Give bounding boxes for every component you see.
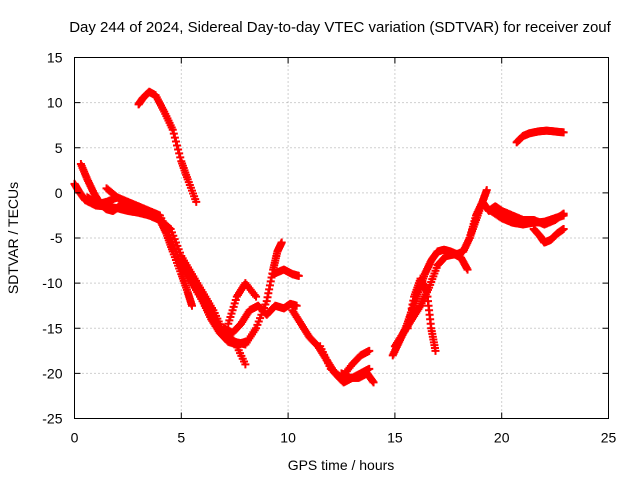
data-point bbox=[559, 211, 568, 220]
y-tick-label: -25 bbox=[42, 411, 62, 427]
data-point bbox=[168, 125, 177, 134]
series-track-o bbox=[390, 250, 472, 351]
series-track-p bbox=[403, 274, 440, 355]
y-tick-label: 0 bbox=[55, 185, 63, 201]
chart-title: Day 244 of 2024, Sidereal Day-to-day VTE… bbox=[69, 19, 611, 36]
x-tick-label: 20 bbox=[494, 430, 510, 446]
x-tick-label: 25 bbox=[601, 430, 617, 446]
x-tick-label: 0 bbox=[71, 430, 79, 446]
series-track-e bbox=[134, 87, 201, 206]
series-track-g bbox=[198, 297, 250, 349]
x-tick-label: 10 bbox=[280, 430, 296, 446]
data-point bbox=[559, 224, 568, 233]
data-point bbox=[176, 153, 185, 162]
data-point bbox=[365, 364, 374, 373]
series-track-r bbox=[487, 206, 568, 229]
data-point bbox=[463, 265, 472, 274]
data-point bbox=[431, 346, 440, 355]
series-track-h bbox=[220, 299, 301, 337]
grid bbox=[74, 57, 609, 419]
data-point bbox=[292, 301, 301, 310]
data-point bbox=[559, 128, 568, 137]
data-point bbox=[252, 292, 261, 301]
y-tick-label: -10 bbox=[42, 275, 62, 291]
series-track-i bbox=[224, 279, 261, 328]
data-point bbox=[174, 145, 183, 154]
data-point bbox=[482, 186, 491, 195]
series-track-s bbox=[529, 224, 568, 247]
y-axis-label: SDTVAR / TECUs bbox=[5, 182, 21, 294]
series-track-m bbox=[337, 369, 378, 387]
x-tick-label: 5 bbox=[177, 430, 185, 446]
data-point bbox=[187, 301, 196, 310]
x-axis-label: GPS time / hours bbox=[288, 457, 395, 473]
y-tick-label: -20 bbox=[42, 365, 62, 381]
data-point bbox=[294, 271, 303, 280]
y-tick-label: -5 bbox=[50, 230, 63, 246]
series-track-t bbox=[512, 126, 568, 147]
data-point bbox=[169, 129, 178, 138]
data-point bbox=[175, 149, 184, 158]
data-point bbox=[173, 141, 182, 150]
x-tick-label: 15 bbox=[387, 430, 403, 446]
y-tick-label: 10 bbox=[47, 95, 63, 111]
y-tick-label: 15 bbox=[47, 50, 63, 66]
y-tick-label: -15 bbox=[42, 320, 62, 336]
data-point bbox=[241, 360, 250, 369]
data-point bbox=[241, 337, 250, 346]
axis-ticks: 0 5 10 15 20 25 -25 -20 -15 -10 -5 0 5 10 15 bbox=[42, 50, 616, 446]
data-points bbox=[70, 87, 568, 387]
data-point bbox=[365, 346, 374, 355]
data-point bbox=[170, 133, 179, 142]
y-tick-label: 5 bbox=[55, 140, 63, 156]
data-point bbox=[171, 137, 180, 146]
data-point bbox=[369, 378, 378, 387]
data-point bbox=[192, 197, 201, 206]
series-track-j bbox=[269, 265, 303, 280]
data-point bbox=[277, 238, 286, 247]
